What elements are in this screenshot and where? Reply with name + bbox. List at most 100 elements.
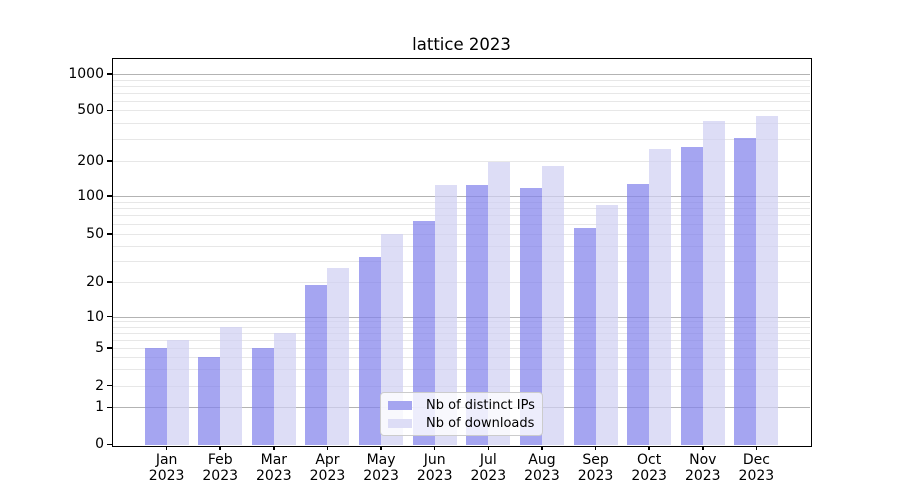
y-tick-mark xyxy=(107,347,113,349)
chart-title: lattice 2023 xyxy=(412,35,511,54)
x-tick-label-month: Jan xyxy=(155,452,178,468)
x-tick-label-year: 2023 xyxy=(631,467,667,484)
x-tick-mark xyxy=(648,445,650,450)
x-tick-mark xyxy=(594,445,597,450)
grid-minor-line xyxy=(113,223,810,225)
x-tick-label-month: May xyxy=(366,452,396,468)
y-tick-label: 500 xyxy=(77,102,104,119)
legend-item: Nb of distinct IPs xyxy=(388,397,536,415)
y-tick-label: 100 xyxy=(77,188,104,204)
grid-minor-line xyxy=(113,161,810,162)
bar-downloads-jun xyxy=(434,184,457,445)
x-tick-mark xyxy=(487,445,490,450)
x-tick-label: Jan 2023 xyxy=(132,452,202,484)
x-tick-mark xyxy=(702,445,704,450)
grid-minor-line xyxy=(113,348,810,349)
y-tick-mark xyxy=(107,73,113,75)
grid-major-line xyxy=(113,316,810,318)
grid-minor-line xyxy=(113,122,810,124)
x-tick-label-year: 2023 xyxy=(738,467,775,484)
legend-item-label: Nb of distinct IPs xyxy=(426,397,535,413)
y-tick-mark xyxy=(107,233,113,235)
bar-distinct-ips-jan xyxy=(144,348,167,445)
grid-minor-line xyxy=(113,100,810,102)
y-tick-mark xyxy=(107,406,113,409)
x-tick-label-year: 2023 xyxy=(256,467,292,484)
bar-distinct-ips-apr xyxy=(305,284,328,445)
grid-minor-line xyxy=(113,79,810,81)
bar-distinct-ips-feb xyxy=(198,357,221,445)
x-tick-label-month: Aug xyxy=(528,452,556,468)
plot-area xyxy=(113,59,810,445)
bar-downloads-apr xyxy=(327,268,350,445)
x-tick-label-month: Feb xyxy=(207,452,233,468)
x-tick-label-month: Jul xyxy=(479,452,497,468)
x-tick-label-year: 2023 xyxy=(148,467,185,484)
x-tick-label: Aug 2023 xyxy=(507,452,577,484)
bar-distinct-ips-oct xyxy=(627,183,650,445)
x-tick-label-year: 2023 xyxy=(202,467,239,484)
bar-downloads-jul xyxy=(488,162,511,445)
legend-item-label: Nb of downloads xyxy=(426,415,535,431)
bar-distinct-ips-mar xyxy=(251,348,274,445)
x-tick-mark xyxy=(541,445,543,450)
x-tick-label: Apr 2023 xyxy=(292,452,362,484)
x-tick-label: Mar 2023 xyxy=(239,452,309,484)
legend: Nb of distinct IPs Nb of downloads xyxy=(380,391,543,436)
grid-minor-line xyxy=(113,357,810,359)
y-tick-mark xyxy=(107,160,113,162)
grid-minor-line xyxy=(113,260,810,262)
x-tick-label-year: 2023 xyxy=(577,467,614,484)
grid-minor-line xyxy=(113,233,810,235)
x-tick-mark xyxy=(755,445,758,450)
x-tick-mark xyxy=(433,445,436,450)
bar-distinct-ips-sep xyxy=(573,227,596,445)
bar-distinct-ips-nov xyxy=(680,146,703,445)
y-tick-mark xyxy=(107,195,113,197)
bar-downloads-oct xyxy=(649,148,672,445)
x-tick-mark xyxy=(273,445,275,450)
bar-distinct-ips-aug xyxy=(519,187,542,445)
bar-downloads-nov xyxy=(702,121,725,445)
bar-downloads-mar xyxy=(273,332,296,445)
grid-minor-line xyxy=(113,368,810,370)
legend-swatch-icon xyxy=(388,401,412,410)
y-tick-mark xyxy=(107,281,113,283)
grid-minor-line xyxy=(113,385,810,387)
bar-distinct-ips-dec xyxy=(734,137,757,445)
x-tick-label: Feb 2023 xyxy=(185,452,255,484)
bar-distinct-ips-jul xyxy=(466,184,489,445)
y-tick-label: 10 xyxy=(86,308,104,325)
x-tick-label-year: 2023 xyxy=(363,467,399,484)
x-tick-label: Jul 2023 xyxy=(453,452,523,484)
grid-minor-line xyxy=(113,92,810,94)
grid-major-line xyxy=(113,74,810,75)
x-tick-label-year: 2023 xyxy=(524,467,560,484)
y-tick-label: 20 xyxy=(86,274,104,290)
bar-downloads-aug xyxy=(541,166,564,445)
y-tick-label: 50 xyxy=(86,225,104,242)
x-tick-label: Nov 2023 xyxy=(668,452,738,484)
x-tick-label: Oct 2023 xyxy=(614,452,684,484)
y-tick-label: 1000 xyxy=(68,66,104,82)
x-tick-mark xyxy=(219,445,221,450)
legend-swatch-icon xyxy=(388,419,412,428)
x-tick-label: Jun 2023 xyxy=(400,452,470,484)
y-tick-label: 1 xyxy=(95,399,104,416)
y-tick-mark xyxy=(107,443,113,446)
grid-minor-line xyxy=(113,332,810,334)
bar-downloads-feb xyxy=(220,326,243,445)
x-tick-label-year: 2023 xyxy=(416,467,453,484)
x-tick-label-month: Mar xyxy=(260,452,288,468)
grid-minor-line xyxy=(113,85,810,87)
grid-minor-line xyxy=(113,201,810,203)
grid-minor-line xyxy=(113,321,810,323)
y-tick-mark xyxy=(107,315,113,318)
x-tick-label-month: Apr xyxy=(315,452,340,468)
y-tick-label: 0 xyxy=(95,436,104,453)
y-tick-label: 5 xyxy=(95,340,104,356)
grid-minor-line xyxy=(113,138,810,140)
x-tick-mark xyxy=(165,445,168,450)
grid-minor-line xyxy=(113,215,810,217)
